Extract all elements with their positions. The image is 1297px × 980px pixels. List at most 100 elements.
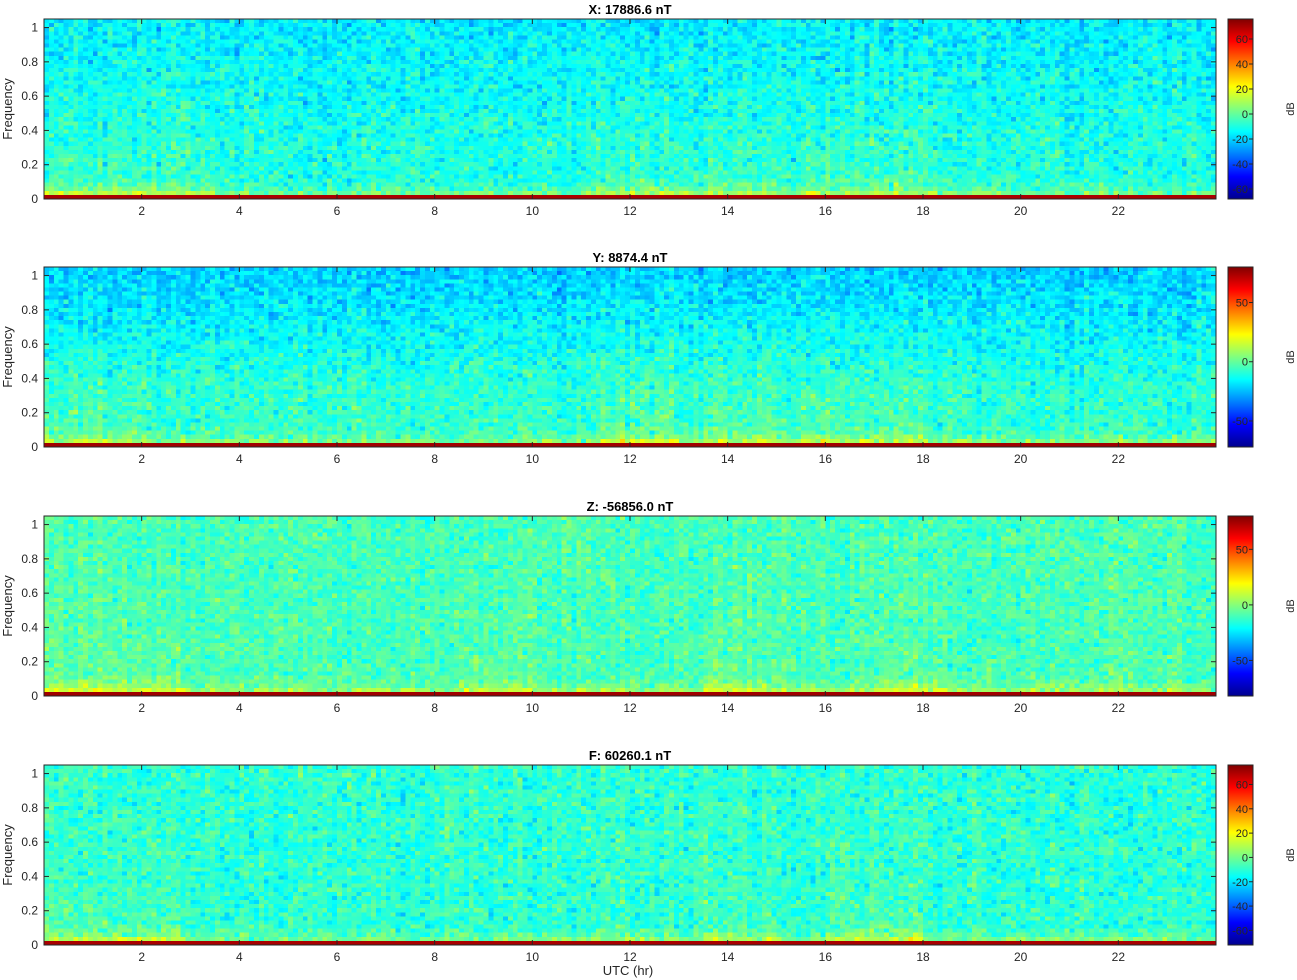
y-tick-label: 0.2 [21, 406, 38, 420]
x-tick-label: 12 [623, 452, 637, 466]
colorbar-tick-label: 50 [1236, 544, 1248, 556]
colorbar-tick-label: 0 [1242, 852, 1248, 864]
y-tick-label: 0 [31, 440, 38, 454]
y-tick-label: 0.6 [21, 835, 38, 849]
x-tick-label: 20 [1014, 701, 1028, 715]
y-tick-label: 1 [31, 518, 38, 532]
colorbar: -60 -40 -20 0 20 40 60 dB [1227, 764, 1297, 946]
x-tick-label: 16 [819, 204, 833, 218]
y-tick-label: 0.2 [21, 904, 38, 918]
y-tick-label: 0 [31, 192, 38, 206]
spectrogram-panel: Y: 8874.4 nT2 4 6 8 10 12 14 16 18 20 2200.20.40.6… [0, 250, 1297, 466]
colorbar-tick-label: -40 [1232, 159, 1248, 171]
y-tick-label: 0.4 [21, 123, 38, 137]
x-tick-label: 18 [916, 204, 930, 218]
spectrogram-panel: Z: -56856.0 nT2 4 6 8 10 12 14 16 18 20 2200.20.40… [0, 499, 1297, 715]
x-tick-label: 10 [526, 452, 540, 466]
colorbar-gradient [1227, 18, 1254, 200]
x-tick-label: 16 [819, 950, 833, 964]
x-tick-label: 6 [334, 204, 341, 218]
x-tick-label: 14 [721, 452, 735, 466]
y-tick-label: 0.8 [21, 801, 38, 815]
colorbar-label: dB [1285, 848, 1297, 861]
colorbar-tick-label: 40 [1236, 59, 1248, 71]
y-tick-label: 0.6 [21, 337, 38, 351]
colorbar-gradient [1227, 764, 1254, 946]
colorbar-tick-label: 0 [1242, 109, 1248, 121]
colorbar: -50 0 50 dB [1227, 266, 1297, 448]
x-axis-label: UTC (hr) [603, 963, 654, 978]
x-tick-label: 10 [526, 204, 540, 218]
colorbar-tick-label: -20 [1232, 134, 1248, 146]
panel-title: X: 17886.6 nT [588, 2, 671, 17]
colorbar-gradient [1227, 515, 1254, 697]
colorbar-tick-label: -20 [1232, 877, 1248, 889]
colorbar: -60 -40 -20 0 20 40 60 dB [1227, 18, 1297, 200]
colorbar-tick-label: -50 [1232, 655, 1248, 667]
x-tick-label: 4 [236, 452, 243, 466]
colorbar-tick-label: 0 [1242, 600, 1248, 612]
colorbar-tick-label: 50 [1236, 298, 1248, 310]
x-tick-label: 20 [1014, 950, 1028, 964]
colorbar-label: dB [1285, 350, 1297, 363]
y-axis-label: Frequency [0, 824, 15, 886]
colorbar-tick-label: 20 [1236, 828, 1248, 840]
y-tick-label: 0.4 [21, 620, 38, 634]
panel-title: Z: -56856.0 nT [587, 499, 674, 514]
colorbar-tick-label: -60 [1232, 184, 1248, 196]
x-tick-label: 10 [526, 950, 540, 964]
y-tick-label: 0.4 [21, 371, 38, 385]
y-tick-label: 0.8 [21, 55, 38, 69]
x-tick-label: 6 [334, 452, 341, 466]
y-tick-label: 0.8 [21, 303, 38, 317]
y-tick-label: 0.2 [21, 158, 38, 172]
spectrogram-panel: X: 17886.6 nT2 4 6 8 10 12 14 16 18 20 2200.20.40.… [0, 2, 1297, 218]
y-axis-label: Frequency [0, 326, 15, 388]
x-tick-label: 18 [916, 950, 930, 964]
spectrogram-heatmap [44, 19, 1216, 199]
x-tick-label: 2 [138, 452, 145, 466]
panel-title: F: 60260.1 nT [589, 748, 671, 763]
x-tick-label: 22 [1112, 950, 1126, 964]
y-axis-label: Frequency [0, 575, 15, 637]
x-tick-label: 10 [526, 701, 540, 715]
y-tick-label: 0 [31, 938, 38, 952]
x-tick-label: 20 [1014, 204, 1028, 218]
x-tick-label: 12 [623, 701, 637, 715]
colorbar-tick-label: 20 [1236, 84, 1248, 96]
y-tick-label: 0.2 [21, 655, 38, 669]
colorbar: -50 0 50 dB [1227, 515, 1297, 697]
spectrogram-heatmap [44, 765, 1216, 945]
y-tick-label: 0.4 [21, 869, 38, 883]
spectrogram-heatmap [44, 516, 1216, 696]
spectrogram-panel: F: 60260.1 nT2 4 6 8 10 12 14 16 18 20 2200.20.40.… [0, 748, 1297, 964]
colorbar-tick-label: 40 [1236, 804, 1248, 816]
x-tick-label: 8 [431, 204, 438, 218]
x-tick-label: 2 [138, 701, 145, 715]
x-tick-label: 22 [1112, 701, 1126, 715]
y-tick-label: 0 [31, 689, 38, 703]
x-tick-label: 12 [623, 204, 637, 218]
x-tick-label: 8 [431, 950, 438, 964]
colorbar-tick-label: -40 [1232, 901, 1248, 913]
colorbar-label: dB [1285, 599, 1297, 612]
x-tick-label: 14 [721, 950, 735, 964]
x-tick-label: 18 [916, 701, 930, 715]
x-tick-label: 8 [431, 701, 438, 715]
x-tick-label: 20 [1014, 452, 1028, 466]
x-tick-label: 16 [819, 701, 833, 715]
y-tick-label: 0.8 [21, 552, 38, 566]
x-tick-label: 6 [334, 950, 341, 964]
x-tick-label: 4 [236, 950, 243, 964]
x-tick-label: 14 [721, 701, 735, 715]
y-tick-label: 1 [31, 767, 38, 781]
x-tick-label: 4 [236, 204, 243, 218]
y-tick-label: 1 [31, 21, 38, 35]
y-axis-label: Frequency [0, 78, 15, 140]
y-tick-label: 1 [31, 269, 38, 283]
x-tick-label: 22 [1112, 452, 1126, 466]
x-tick-label: 2 [138, 950, 145, 964]
y-tick-label: 0.6 [21, 586, 38, 600]
x-tick-label: 18 [916, 452, 930, 466]
